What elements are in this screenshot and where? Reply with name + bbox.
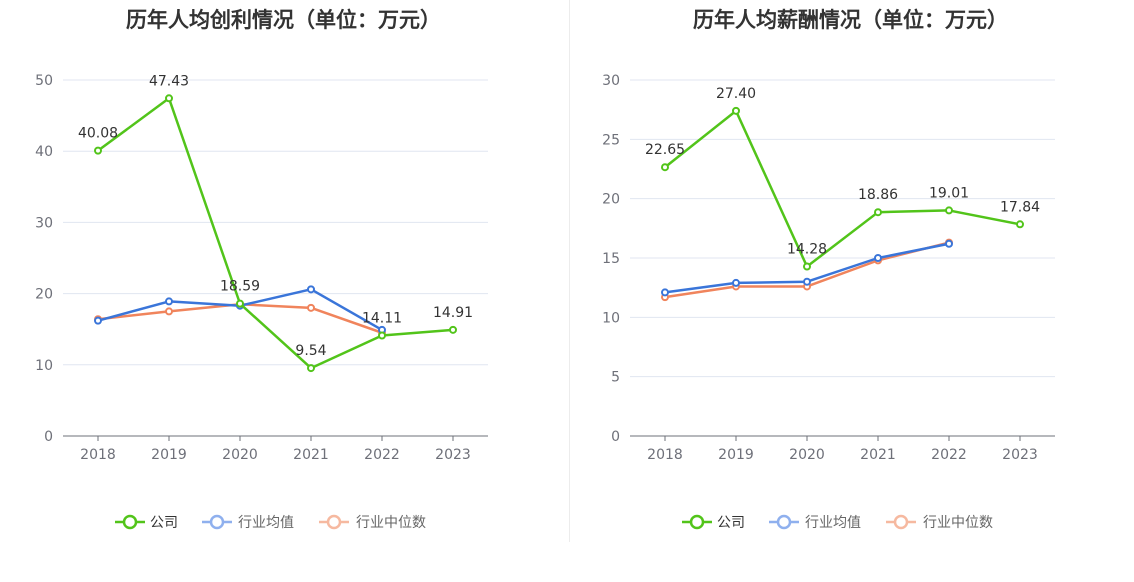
x-tick-label: 2022 bbox=[931, 447, 967, 463]
x-tick-label: 2023 bbox=[1002, 447, 1038, 463]
data-label: 22.65 bbox=[645, 142, 685, 158]
data-point bbox=[94, 146, 102, 155]
data-point bbox=[661, 163, 669, 172]
data-point bbox=[449, 325, 457, 334]
y-tick-label: 20 bbox=[35, 287, 53, 303]
data-point bbox=[803, 262, 811, 271]
legend-item-company: 公司 bbox=[115, 514, 178, 531]
data-label: 47.43 bbox=[149, 73, 189, 89]
y-tick-label: 50 bbox=[35, 73, 53, 89]
data-point bbox=[307, 364, 315, 373]
chart-title: 历年人均薪酬情况（单位：万元） bbox=[693, 8, 1008, 32]
data-label: 18.86 bbox=[858, 187, 898, 203]
chart-panel-salary: 历年人均薪酬情况（单位：万元） 0 5 10 15 20 25 30 2018 2019 2020… bbox=[567, 0, 1134, 582]
data-point bbox=[165, 307, 173, 316]
y-tick-label: 30 bbox=[602, 73, 620, 89]
x-tick-label: 2018 bbox=[647, 447, 683, 463]
data-point bbox=[1016, 220, 1024, 229]
x-tick-label: 2023 bbox=[435, 447, 471, 463]
y-tick-label: 15 bbox=[602, 251, 620, 267]
data-label: 27.40 bbox=[716, 86, 756, 102]
legend-item-company: 公司 bbox=[682, 514, 745, 531]
legend-item-industry-average: 行业均值 bbox=[202, 514, 294, 531]
legend-label: 行业均值 bbox=[238, 515, 294, 531]
data-label: 14.11 bbox=[362, 311, 402, 327]
legend-item-industry-median: 行业中位数 bbox=[319, 514, 426, 531]
y-tick-label: 5 bbox=[611, 370, 620, 386]
x-tick-label: 2019 bbox=[151, 447, 187, 463]
legend-label: 公司 bbox=[150, 515, 178, 531]
y-tick-label: 0 bbox=[611, 429, 620, 445]
data-point bbox=[661, 288, 669, 297]
y-tick-label: 10 bbox=[602, 310, 620, 326]
x-tick-label: 2021 bbox=[293, 447, 329, 463]
data-point bbox=[945, 206, 953, 215]
legend-item-industry-median: 行业中位数 bbox=[886, 514, 993, 531]
x-tick-label: 2021 bbox=[860, 447, 896, 463]
x-tick-label: 2018 bbox=[80, 447, 116, 463]
y-tick-label: 20 bbox=[602, 192, 620, 208]
legend-marker bbox=[893, 514, 909, 530]
data-point bbox=[803, 277, 811, 286]
legend-item-industry-average: 行业均值 bbox=[769, 514, 861, 531]
data-point bbox=[874, 208, 882, 217]
y-tick-label: 25 bbox=[602, 132, 620, 148]
y-tick-label: 10 bbox=[35, 358, 53, 374]
data-point bbox=[732, 278, 740, 287]
data-label: 40.08 bbox=[78, 126, 118, 142]
legend-label: 行业中位数 bbox=[356, 515, 426, 531]
series-line-company bbox=[664, 109, 1021, 268]
data-label: 17.84 bbox=[1000, 199, 1040, 215]
legend-marker bbox=[122, 514, 138, 530]
line-chart-salary: 0 5 10 15 20 25 30 2018 2019 2020 2021 2022 2023 22.6… bbox=[602, 73, 1055, 531]
data-point bbox=[165, 94, 173, 103]
y-tick-label: 0 bbox=[44, 429, 53, 445]
data-point bbox=[378, 331, 386, 340]
chart-panel-profit: 历年人均创利情况（单位：万元） 0 10 20 30 40 50 2018 2019 2020 2… bbox=[35, 8, 488, 531]
legend-label: 行业中位数 bbox=[923, 515, 993, 531]
line-chart-profit: 0 10 20 30 40 50 2018 2019 2020 2021 2022 2023 40.08… bbox=[35, 73, 488, 531]
y-tick-label: 30 bbox=[35, 215, 53, 231]
x-tick-label: 2020 bbox=[789, 447, 825, 463]
data-label: 14.28 bbox=[787, 242, 827, 258]
panel-divider bbox=[569, 0, 570, 542]
legend-label: 公司 bbox=[717, 515, 745, 531]
x-tick-label: 2020 bbox=[222, 447, 258, 463]
chart-title: 历年人均创利情况（单位：万元） bbox=[126, 8, 441, 32]
data-point bbox=[945, 239, 953, 248]
data-point bbox=[94, 316, 102, 325]
legend-label: 行业均值 bbox=[805, 515, 861, 531]
data-point bbox=[165, 297, 173, 306]
x-tick-label: 2022 bbox=[364, 447, 400, 463]
data-label: 19.01 bbox=[929, 185, 969, 201]
x-tick-label: 2019 bbox=[718, 447, 754, 463]
data-point bbox=[307, 303, 315, 312]
legend-marker bbox=[209, 514, 225, 530]
legend-marker bbox=[689, 514, 705, 530]
series-line-company bbox=[97, 97, 454, 370]
data-label: 18.59 bbox=[220, 279, 260, 295]
data-point bbox=[874, 254, 882, 262]
legend-marker bbox=[326, 514, 342, 530]
data-point bbox=[236, 299, 244, 308]
data-label: 9.54 bbox=[295, 343, 326, 359]
data-point bbox=[732, 106, 740, 115]
data-label: 14.91 bbox=[433, 305, 473, 321]
legend-marker bbox=[776, 514, 792, 530]
y-tick-label: 40 bbox=[35, 144, 53, 160]
data-point bbox=[307, 285, 315, 294]
